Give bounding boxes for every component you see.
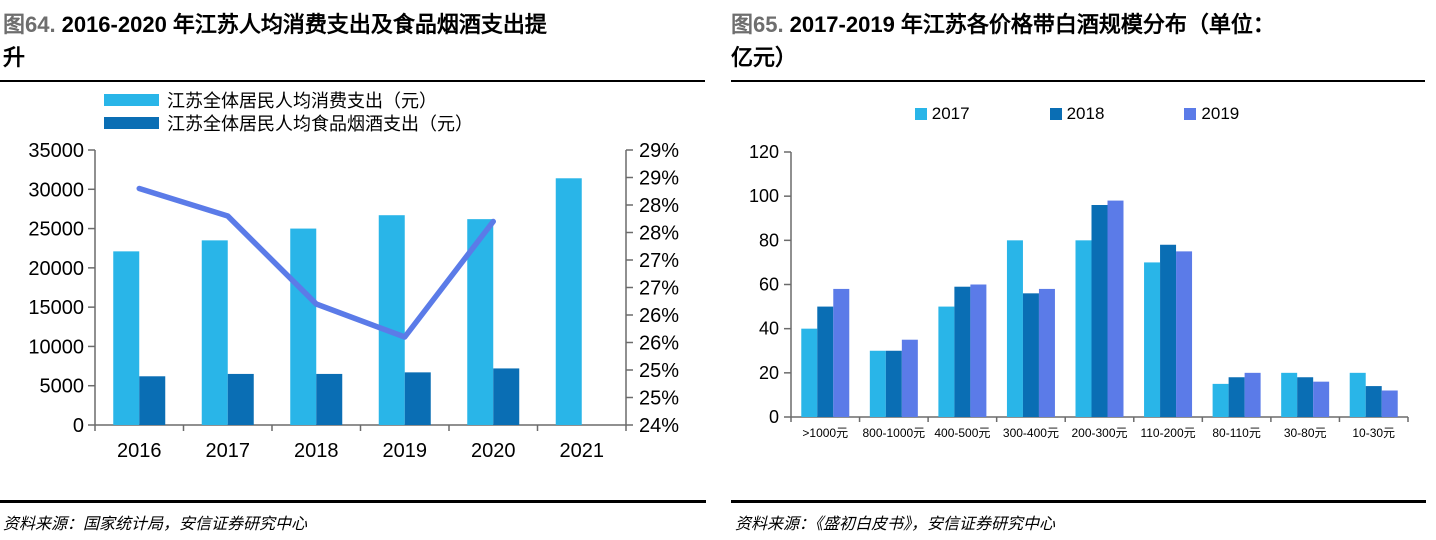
legend-item-food-tobacco-alcohol: 江苏全体居民人均食品烟酒支出（元） xyxy=(104,111,473,134)
figure64-source: 资料来源：国家统计局，安信证券研究中心 xyxy=(3,516,308,533)
legend-item-2017: 2017 xyxy=(914,104,970,124)
svg-text:800-1000元: 800-1000元 xyxy=(862,426,925,440)
svg-text:10-30元: 10-30元 xyxy=(1352,426,1395,440)
legend-swatch-consumption xyxy=(104,93,159,106)
legend-item-2018: 2018 xyxy=(1049,104,1105,124)
svg-text:2019: 2019 xyxy=(383,440,428,462)
svg-text:2018: 2018 xyxy=(294,440,339,462)
svg-text:2016: 2016 xyxy=(117,440,162,462)
svg-text:80: 80 xyxy=(759,230,779,250)
svg-text:2020: 2020 xyxy=(471,440,516,462)
legend-swatch-2018 xyxy=(1049,108,1062,120)
svg-text:27%: 27% xyxy=(639,278,679,300)
svg-text:25000: 25000 xyxy=(28,219,84,241)
legend-label-2018: 2018 xyxy=(1066,104,1105,123)
svg-text:30000: 30000 xyxy=(28,179,84,201)
svg-text:20: 20 xyxy=(759,363,779,383)
legend-label-2019: 2019 xyxy=(1201,104,1240,123)
svg-text:15000: 15000 xyxy=(28,297,84,319)
svg-text:2021: 2021 xyxy=(560,440,605,462)
figure64-title-text-line2: 升 xyxy=(3,45,26,70)
figure65-grouped-bar-chart: 0 20 40 60 80 100 120 >1000元 800-1000元 400-500元 30… xyxy=(749,142,1409,440)
figure64-title: 图64. 2016-2020 年江苏人均消费支出及食品烟酒支出提 升 xyxy=(3,8,703,74)
legend-swatch-2019 xyxy=(1184,108,1197,120)
legend-label-food-tobacco-alcohol: 江苏全体居民人均食品烟酒支出（元） xyxy=(167,113,473,134)
svg-text:200-300元: 200-300元 xyxy=(1071,426,1127,440)
source-divider xyxy=(731,500,1426,503)
svg-text:100: 100 xyxy=(749,186,779,206)
svg-text:0: 0 xyxy=(769,407,779,427)
svg-text:26%: 26% xyxy=(639,333,679,355)
svg-text:25%: 25% xyxy=(639,388,679,410)
svg-text:28%: 28% xyxy=(639,223,679,245)
svg-text:2017: 2017 xyxy=(206,440,251,462)
svg-text:110-200元: 110-200元 xyxy=(1140,426,1195,440)
svg-text:27%: 27% xyxy=(639,250,679,272)
svg-text:80-110元: 80-110元 xyxy=(1212,426,1260,440)
figure65-title-text-line2: 亿元） xyxy=(731,45,798,70)
svg-text:28%: 28% xyxy=(639,195,679,217)
figure65-title: 图65. 2017-2019 年江苏各价格带白酒规模分布（单位： 亿元） xyxy=(731,8,1431,74)
source-divider xyxy=(0,500,706,503)
svg-text:24%: 24% xyxy=(639,415,679,437)
figure64-title-text: 2016-2020 年江苏人均消费支出及食品烟酒支出提 xyxy=(61,12,547,37)
svg-text:0: 0 xyxy=(73,415,84,437)
svg-text:5000: 5000 xyxy=(40,376,85,398)
svg-text:26%: 26% xyxy=(639,305,679,327)
legend-swatch-2017 xyxy=(914,108,927,120)
figure65-source: 资料来源：《盛初白皮书》，安信证券研究中心 xyxy=(735,516,1056,533)
figure65-number: 图65. xyxy=(731,12,784,37)
figure64-number: 图64. xyxy=(3,12,56,37)
svg-text:20000: 20000 xyxy=(28,258,84,280)
legend-item-consumption: 江苏全体居民人均消费支出（元） xyxy=(104,88,473,111)
legend-label-consumption: 江苏全体居民人均消费支出（元） xyxy=(167,90,437,111)
svg-text:10000: 10000 xyxy=(28,336,84,358)
figure64-combo-chart: 0 5000 10000 15000 20000 25000 30000 35000 24% 25… xyxy=(28,140,679,462)
svg-text:25%: 25% xyxy=(639,360,679,382)
svg-text:>1000元: >1000元 xyxy=(802,426,848,440)
figure65-panel: 图65. 2017-2019 年江苏各价格带白酒规模分布（单位： 亿元） 2017… xyxy=(718,0,1436,540)
title-divider xyxy=(731,80,1425,82)
svg-text:29%: 29% xyxy=(639,168,679,190)
svg-text:35000: 35000 xyxy=(28,140,84,162)
legend-swatch-food-tobacco-alcohol xyxy=(104,116,159,129)
svg-text:300-400元: 300-400元 xyxy=(1003,426,1059,440)
figure65-legend: 2017 2018 2019 xyxy=(718,104,1436,124)
svg-text:29%: 29% xyxy=(639,140,679,162)
figure64-panel: 图64. 2016-2020 年江苏人均消费支出及食品烟酒支出提 升 江苏全体居民… xyxy=(0,8,706,533)
figure65-title-text: 2017-2019 年江苏各价格带白酒规模分布（单位： xyxy=(789,12,1275,37)
svg-text:400-500元: 400-500元 xyxy=(934,426,990,440)
legend-item-2019: 2019 xyxy=(1184,104,1239,124)
svg-text:60: 60 xyxy=(759,275,779,295)
svg-text:30-80元: 30-80元 xyxy=(1284,426,1327,440)
svg-text:40: 40 xyxy=(759,319,779,339)
figure64-legend: 江苏全体居民人均消费支出（元） 江苏全体居民人均食品烟酒支出（元） xyxy=(104,88,473,134)
svg-text:120: 120 xyxy=(749,142,779,162)
title-divider xyxy=(0,80,705,82)
legend-label-2017: 2017 xyxy=(931,104,970,123)
